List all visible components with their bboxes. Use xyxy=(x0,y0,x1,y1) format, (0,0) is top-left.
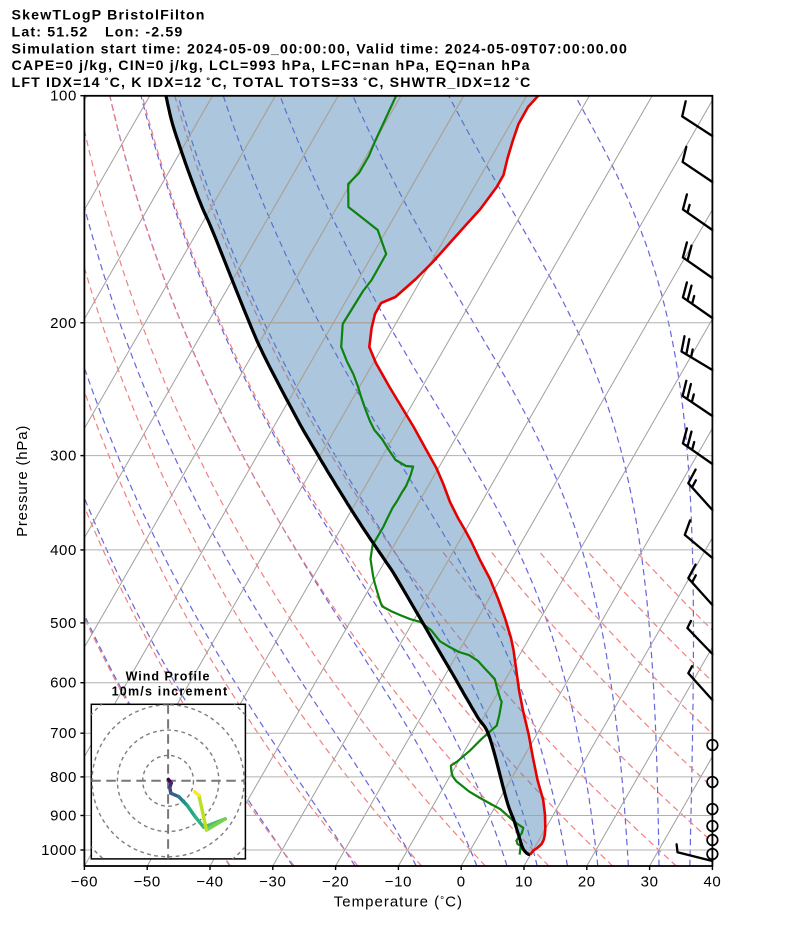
svg-text:700: 700 xyxy=(50,725,77,742)
svg-text:1000: 1000 xyxy=(41,842,77,859)
svg-text:20: 20 xyxy=(578,874,596,891)
svg-text:600: 600 xyxy=(50,675,77,692)
svg-text:−60: −60 xyxy=(71,874,98,891)
svg-text:200: 200 xyxy=(50,315,77,332)
svg-text:Wind Profile: Wind Profile xyxy=(126,670,211,684)
svg-text:40: 40 xyxy=(703,874,721,891)
svg-text:−20: −20 xyxy=(322,874,349,891)
svg-text:10m/s increment: 10m/s increment xyxy=(112,685,229,699)
svg-text:−30: −30 xyxy=(259,874,286,891)
svg-text:−40: −40 xyxy=(196,874,223,891)
svg-text:Lat: 51.52 Lon: -2.59: Lat: 51.52 Lon: -2.59 xyxy=(12,25,184,41)
svg-text:10: 10 xyxy=(515,874,533,891)
svg-text:CAPE=0 j/kg, CIN=0 j/kg, LCL=9: CAPE=0 j/kg, CIN=0 j/kg, LCL=993 hPa, LF… xyxy=(12,58,531,74)
svg-text:30: 30 xyxy=(641,874,659,891)
svg-text:SkewTLogP BristolFilton: SkewTLogP BristolFilton xyxy=(12,7,206,23)
svg-text:−10: −10 xyxy=(385,874,412,891)
svg-text:800: 800 xyxy=(50,769,77,786)
svg-text:0: 0 xyxy=(457,874,466,891)
svg-text:−50: −50 xyxy=(134,874,161,891)
svg-text:Pressure (hPa): Pressure (hPa) xyxy=(14,425,31,537)
svg-text:300: 300 xyxy=(50,448,77,465)
svg-text:Simulation start time: 2024-05: Simulation start time: 2024-05-09_00:00:… xyxy=(12,42,628,58)
svg-text:900: 900 xyxy=(50,808,77,825)
svg-text:100: 100 xyxy=(50,88,77,105)
svg-text:Temperature (°C): Temperature (°C) xyxy=(334,894,463,911)
svg-text:400: 400 xyxy=(50,542,77,559)
svg-text:LFT IDX=14 °C, K IDX=12 °C, TO: LFT IDX=14 °C, K IDX=12 °C, TOTAL TOTS=3… xyxy=(12,75,532,91)
svg-text:500: 500 xyxy=(50,615,77,632)
